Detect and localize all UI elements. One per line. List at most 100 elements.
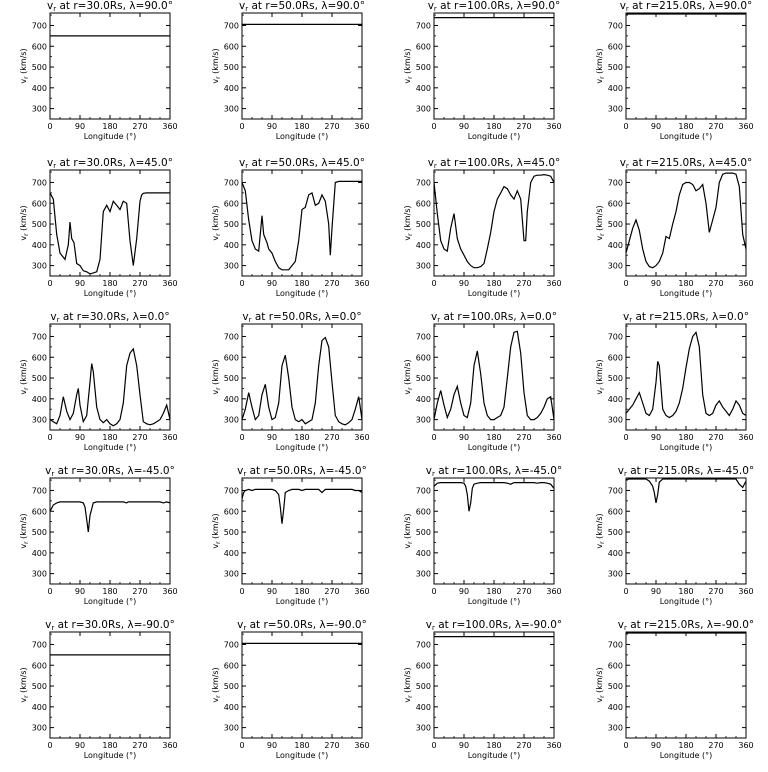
subplot-r1-c2: vr at r=100.0Rs, λ=45.0° 0 90 180 270 360 300 4… bbox=[403, 157, 562, 298]
x-tick-label: 270 bbox=[516, 122, 531, 131]
y-axis-label: vr (km/s) bbox=[211, 48, 222, 83]
subplot-r1-c3: vr at r=215.0Rs, λ=45.0° 0 90 180 270 360 300 4… bbox=[595, 157, 754, 298]
y-tick-label: 500 bbox=[32, 220, 47, 229]
x-tick-label: 270 bbox=[132, 279, 147, 288]
y-tick-label: 500 bbox=[32, 682, 47, 691]
y-tick-label: 300 bbox=[224, 416, 239, 425]
x-tick-label: 90 bbox=[651, 122, 661, 131]
x-tick-label: 270 bbox=[324, 122, 339, 131]
y-tick-label: 400 bbox=[608, 703, 623, 712]
series-line bbox=[50, 501, 170, 533]
x-tick-label: 270 bbox=[324, 741, 339, 750]
y-tick-label: 700 bbox=[32, 332, 47, 341]
series-line bbox=[626, 172, 746, 269]
axes-frame bbox=[241, 12, 363, 120]
subplot-title: vr at r=50.0Rs, λ=45.0° bbox=[239, 157, 365, 170]
x-axis-label: Longitude (°) bbox=[660, 132, 713, 141]
x-axis-label: Longitude (°) bbox=[276, 443, 329, 452]
y-tick-label: 300 bbox=[416, 105, 431, 114]
axes-frame bbox=[241, 477, 363, 585]
y-tick-label: 400 bbox=[608, 241, 623, 250]
x-tick-label: 90 bbox=[75, 587, 85, 596]
y-tick-label: 600 bbox=[32, 661, 47, 670]
x-tick-label: 270 bbox=[708, 433, 723, 442]
y-axis-label: vr (km/s) bbox=[595, 667, 606, 702]
x-tick-label: 90 bbox=[459, 741, 469, 750]
subplot-title: vr at r=50.0Rs, λ=-45.0° bbox=[237, 465, 367, 478]
subplot-r2-c0: vr at r=30.0Rs, λ=0.0° 0 90 180 270 360 300 400… bbox=[19, 311, 178, 452]
x-tick-label: 360 bbox=[162, 741, 177, 750]
subplot-r3-c1: vr at r=50.0Rs, λ=-45.0° 0 90 180 270 360 300 4… bbox=[211, 465, 370, 606]
y-axis-label: vr (km/s) bbox=[595, 48, 606, 83]
x-tick-label: 90 bbox=[651, 587, 661, 596]
x-axis-label: Longitude (°) bbox=[468, 289, 521, 298]
y-tick-label: 700 bbox=[416, 486, 431, 495]
x-tick-label: 180 bbox=[294, 122, 309, 131]
subplot-title: vr at r=215.0Rs, λ=-90.0° bbox=[618, 619, 754, 632]
y-tick-label: 700 bbox=[416, 21, 431, 30]
y-tick-label: 400 bbox=[224, 84, 239, 93]
x-axis-label: Longitude (°) bbox=[468, 132, 521, 141]
x-axis-label: Longitude (°) bbox=[660, 443, 713, 452]
subplot-title: vr at r=30.0Rs, λ=-45.0° bbox=[45, 465, 175, 478]
x-tick-label: 360 bbox=[546, 279, 561, 288]
y-tick-label: 700 bbox=[32, 21, 47, 30]
y-tick-label: 700 bbox=[224, 21, 239, 30]
subplot-r2-c1: vr at r=50.0Rs, λ=0.0° 0 90 180 270 360 300 400… bbox=[211, 311, 370, 452]
y-axis-label: vr (km/s) bbox=[595, 205, 606, 240]
x-tick-label: 0 bbox=[239, 122, 244, 131]
x-tick-label: 180 bbox=[678, 741, 693, 750]
subplot-r1-c0: vr at r=30.0Rs, λ=45.0° 0 90 180 270 360 300 40… bbox=[19, 157, 178, 298]
y-tick-label: 300 bbox=[608, 570, 623, 579]
y-tick-label: 300 bbox=[608, 105, 623, 114]
y-tick-label: 400 bbox=[416, 395, 431, 404]
y-tick-label: 500 bbox=[416, 220, 431, 229]
x-tick-label: 180 bbox=[102, 122, 117, 131]
x-tick-label: 180 bbox=[486, 279, 501, 288]
y-tick-label: 700 bbox=[224, 486, 239, 495]
y-tick-label: 300 bbox=[32, 570, 47, 579]
y-tick-label: 400 bbox=[32, 395, 47, 404]
x-tick-label: 0 bbox=[431, 279, 436, 288]
x-tick-label: 360 bbox=[354, 587, 369, 596]
axes-frame bbox=[625, 169, 747, 277]
y-tick-label: 600 bbox=[32, 42, 47, 51]
subplot-title: vr at r=50.0Rs, λ=-90.0° bbox=[237, 619, 367, 632]
axes-frame bbox=[433, 323, 555, 431]
y-axis-label: vr (km/s) bbox=[211, 205, 222, 240]
x-tick-label: 270 bbox=[516, 741, 531, 750]
y-tick-label: 700 bbox=[608, 178, 623, 187]
x-tick-label: 270 bbox=[708, 122, 723, 131]
y-tick-label: 500 bbox=[608, 374, 623, 383]
y-tick-label: 500 bbox=[224, 528, 239, 537]
x-tick-label: 90 bbox=[75, 279, 85, 288]
x-tick-label: 90 bbox=[267, 433, 277, 442]
y-tick-label: 600 bbox=[224, 661, 239, 670]
x-tick-label: 90 bbox=[75, 433, 85, 442]
subplot-r0-c1: vr at r=50.0Rs, λ=90.0° 0 90 180 270 360 300 40… bbox=[211, 0, 370, 141]
x-tick-label: 90 bbox=[267, 741, 277, 750]
x-axis-label: Longitude (°) bbox=[276, 597, 329, 606]
series-line bbox=[242, 488, 362, 524]
y-tick-label: 600 bbox=[608, 353, 623, 362]
axes-frame bbox=[241, 323, 363, 431]
x-tick-label: 180 bbox=[102, 433, 117, 442]
x-tick-label: 270 bbox=[324, 587, 339, 596]
y-tick-label: 400 bbox=[608, 549, 623, 558]
subplot-title: vr at r=215.0Rs, λ=-45.0° bbox=[618, 465, 754, 478]
y-tick-label: 500 bbox=[416, 528, 431, 537]
x-tick-label: 0 bbox=[239, 741, 244, 750]
subplot-r2-c2: vr at r=100.0Rs, λ=0.0° 0 90 180 270 360 300 40… bbox=[403, 311, 562, 452]
x-tick-label: 180 bbox=[294, 279, 309, 288]
y-axis-label: vr (km/s) bbox=[403, 205, 414, 240]
x-tick-label: 360 bbox=[546, 741, 561, 750]
y-tick-label: 500 bbox=[608, 220, 623, 229]
x-tick-label: 180 bbox=[294, 587, 309, 596]
y-tick-label: 400 bbox=[224, 395, 239, 404]
x-tick-label: 360 bbox=[354, 279, 369, 288]
y-tick-label: 400 bbox=[416, 703, 431, 712]
x-axis-label: Longitude (°) bbox=[660, 289, 713, 298]
x-tick-label: 180 bbox=[678, 433, 693, 442]
y-tick-label: 500 bbox=[608, 528, 623, 537]
subplot-title: vr at r=100.0Rs, λ=0.0° bbox=[431, 311, 557, 324]
